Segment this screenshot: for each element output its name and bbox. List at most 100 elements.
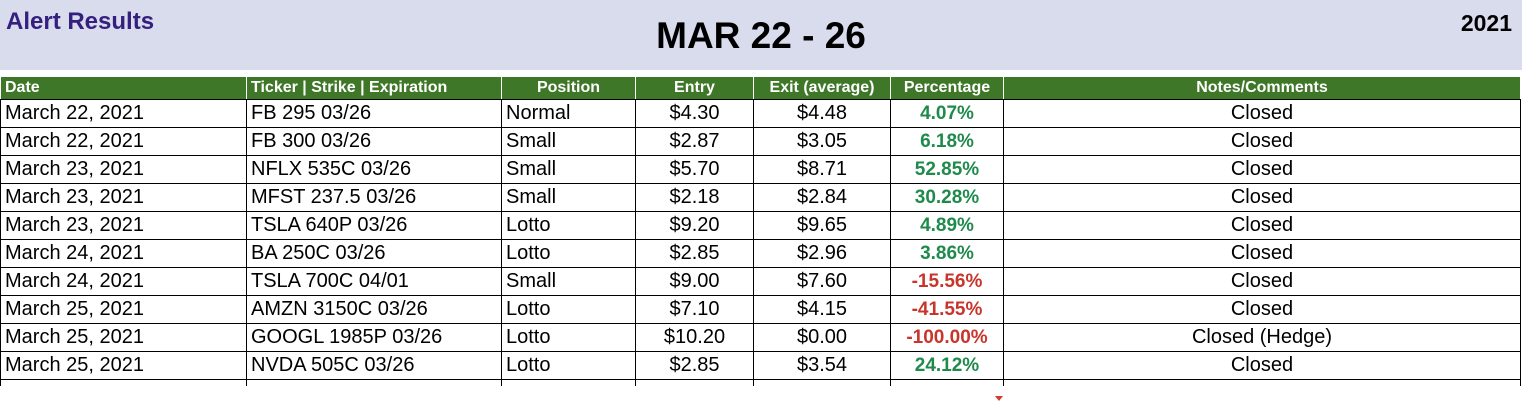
col-header-ticker: Ticker | Strike | Expiration — [246, 76, 502, 100]
ticker-cell: FB 300 03/26 — [246, 127, 502, 156]
notes-cell: Closed — [1003, 295, 1521, 324]
entry-cell: $5.70 — [635, 155, 754, 184]
empty-cell — [501, 379, 636, 386]
entry-cell: $2.85 — [635, 351, 754, 380]
entry-cell: $7.10 — [635, 295, 754, 324]
table-row: March 24, 2021 TSLA 700C 04/01 Small $9.00 $… — [0, 267, 1521, 296]
table-row: March 22, 2021 FB 300 03/26 Small $2.87 $3.0… — [0, 127, 1521, 156]
empty-cell — [246, 379, 502, 386]
notes-cell: Closed — [1003, 127, 1521, 156]
percentage-cell: 3.86% — [890, 239, 1004, 268]
percentage-cell: -41.55% — [890, 295, 1004, 324]
col-header-entry: Entry — [635, 76, 754, 100]
date-cell: March 25, 2021 — [0, 323, 247, 352]
notes-cell: Closed (Hedge) — [1003, 323, 1521, 352]
ticker-cell: TSLA 700C 04/01 — [246, 267, 502, 296]
exit-cell: $4.48 — [753, 99, 891, 128]
percentage-cell: -100.00% — [890, 323, 1004, 352]
ticker-cell: MFST 237.5 03/26 — [246, 183, 502, 212]
entry-cell: $4.30 — [635, 99, 754, 128]
percentage-cell: 4.07% — [890, 99, 1004, 128]
entry-cell: $9.20 — [635, 211, 754, 240]
position-cell: Lotto — [501, 295, 636, 324]
table-header-row: Date Ticker | Strike | Expiration Position… — [0, 76, 1521, 100]
entry-cell: $2.85 — [635, 239, 754, 268]
exit-cell: $3.54 — [753, 351, 891, 380]
empty-cell — [753, 379, 891, 386]
position-cell: Lotto — [501, 211, 636, 240]
table-row: March 25, 2021 NVDA 505C 03/26 Lotto $2.85 $… — [0, 351, 1521, 380]
date-cell: March 24, 2021 — [0, 267, 247, 296]
exit-cell: $2.84 — [753, 183, 891, 212]
date-cell: March 23, 2021 — [0, 155, 247, 184]
col-header-date: Date — [0, 76, 247, 100]
empty-cell — [890, 379, 1004, 386]
ticker-cell: GOOGL 1985P 03/26 — [246, 323, 502, 352]
ticker-cell: TSLA 640P 03/26 — [246, 211, 502, 240]
position-cell: Normal — [501, 99, 636, 128]
table-row: March 22, 2021 FB 295 03/26 Normal $4.30 $4.… — [0, 99, 1521, 128]
entry-cell: $2.87 — [635, 127, 754, 156]
exit-cell: $0.00 — [753, 323, 891, 352]
table-row: March 25, 2021 AMZN 3150C 03/26 Lotto $7.10… — [0, 295, 1521, 324]
alert-results-title: Alert Results — [6, 8, 155, 35]
year-label: 2021 — [1460, 10, 1512, 36]
exit-cell: $8.71 — [753, 155, 891, 184]
ticker-cell: AMZN 3150C 03/26 — [246, 295, 502, 324]
exit-cell: $3.05 — [753, 127, 891, 156]
empty-cell — [635, 379, 754, 386]
table-row: March 24, 2021 BA 250C 03/26 Lotto $2.85 $2.… — [0, 239, 1521, 268]
col-header-percentage: Percentage — [890, 76, 1004, 100]
title-banner: Alert Results MAR 22 - 26 2021 — [0, 0, 1522, 70]
entry-cell: $2.18 — [635, 183, 754, 212]
notes-cell: Closed — [1003, 351, 1521, 380]
table-row: March 25, 2021 GOOGL 1985P 03/26 Lotto $10.… — [0, 323, 1521, 352]
table-row: March 23, 2021 MFST 237.5 03/26 Small $2.18… — [0, 183, 1521, 212]
notes-cell: Closed — [1003, 239, 1521, 268]
empty-cell — [0, 379, 247, 386]
date-cell: March 23, 2021 — [0, 183, 247, 212]
comment-marker-icon — [995, 396, 1003, 401]
percentage-cell: 6.18% — [890, 127, 1004, 156]
notes-cell: Closed — [1003, 155, 1521, 184]
position-cell: Small — [501, 127, 636, 156]
ticker-cell: NFLX 535C 03/26 — [246, 155, 502, 184]
position-cell: Lotto — [501, 351, 636, 380]
col-header-exit: Exit (average) — [753, 76, 891, 100]
notes-cell: Closed — [1003, 99, 1521, 128]
ticker-cell: BA 250C 03/26 — [246, 239, 502, 268]
notes-cell: Closed — [1003, 183, 1521, 212]
percentage-cell: 24.12% — [890, 351, 1004, 380]
position-cell: Lotto — [501, 239, 636, 268]
date-cell: March 25, 2021 — [0, 295, 247, 324]
table-row-partial — [0, 379, 1521, 386]
exit-cell: $4.15 — [753, 295, 891, 324]
ticker-cell: FB 295 03/26 — [246, 99, 502, 128]
date-range-title: MAR 22 - 26 — [656, 15, 866, 56]
position-cell: Small — [501, 183, 636, 212]
position-cell: Small — [501, 155, 636, 184]
notes-cell: Closed — [1003, 211, 1521, 240]
table-row: March 23, 2021 TSLA 640P 03/26 Lotto $9.20 $… — [0, 211, 1521, 240]
percentage-cell: 52.85% — [890, 155, 1004, 184]
exit-cell: $9.65 — [753, 211, 891, 240]
date-cell: March 23, 2021 — [0, 211, 247, 240]
date-cell: March 22, 2021 — [0, 127, 247, 156]
notes-cell: Closed — [1003, 267, 1521, 296]
entry-cell: $9.00 — [635, 267, 754, 296]
exit-cell: $2.96 — [753, 239, 891, 268]
date-cell: March 25, 2021 — [0, 351, 247, 380]
date-cell: March 24, 2021 — [0, 239, 247, 268]
percentage-cell: -15.56% — [890, 267, 1004, 296]
date-cell: March 22, 2021 — [0, 99, 247, 128]
position-cell: Lotto — [501, 323, 636, 352]
position-cell: Small — [501, 267, 636, 296]
exit-cell: $7.60 — [753, 267, 891, 296]
table-row: March 23, 2021 NFLX 535C 03/26 Small $5.70 $… — [0, 155, 1521, 184]
entry-cell: $10.20 — [635, 323, 754, 352]
ticker-cell: NVDA 505C 03/26 — [246, 351, 502, 380]
percentage-cell: 4.89% — [890, 211, 1004, 240]
percentage-cell: 30.28% — [890, 183, 1004, 212]
col-header-position: Position — [501, 76, 636, 100]
col-header-notes: Notes/Comments — [1003, 76, 1521, 100]
